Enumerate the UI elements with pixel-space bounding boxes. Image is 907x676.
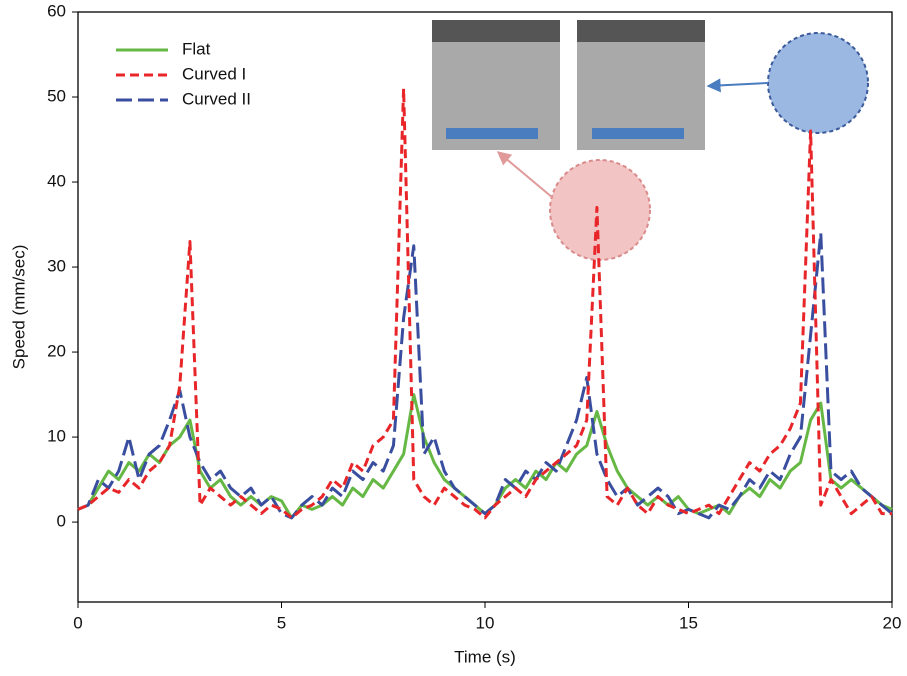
inset-photo-top [432, 20, 560, 42]
highlight-circle [549, 159, 651, 261]
pointer-arrow [496, 151, 554, 199]
x-axis-label: Time (s) [454, 647, 516, 666]
inset-arrow [592, 128, 684, 139]
y-tick-label: 50 [47, 86, 66, 105]
legend-label: Curved II [182, 89, 251, 108]
y-tick-label: 0 [57, 512, 66, 531]
x-tick-label: 10 [476, 613, 495, 632]
legend-label: Flat [182, 39, 211, 58]
y-tick-label: 10 [47, 427, 66, 446]
inset-arrow [446, 128, 538, 139]
y-tick-label: 40 [47, 172, 66, 191]
annotation-graphics [432, 20, 869, 261]
x-tick-label: 5 [277, 613, 286, 632]
series-line [77, 87, 892, 520]
y-tick-label: 30 [47, 257, 66, 276]
x-tick-label: 20 [883, 613, 902, 632]
y-tick-label: 20 [47, 342, 66, 361]
series-line [77, 231, 893, 520]
pointer-arrow [706, 78, 769, 93]
inset-photo-top [577, 20, 705, 42]
y-axis-label: Speed (mm/sec) [9, 245, 28, 370]
x-tick-label: 15 [679, 613, 698, 632]
legend-label: Curved I [182, 64, 246, 83]
highlight-circle [767, 32, 869, 134]
x-tick-label: 0 [73, 613, 82, 632]
y-tick-label: 60 [47, 1, 66, 20]
